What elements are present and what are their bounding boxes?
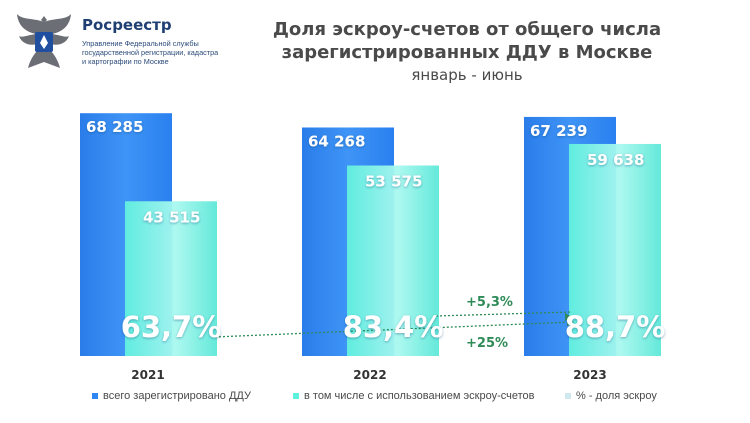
arrow-2021-2023 [214, 321, 573, 338]
label-escrow-2021: 43 515 [143, 208, 200, 226]
label-share-2022: 83,4% [343, 310, 444, 344]
x-tick-2022: 2022 [353, 368, 386, 382]
legend-swatch [92, 393, 98, 399]
rosreestr-emblem-icon [17, 14, 71, 68]
legend-item-2: в том числе с использованием эскроу-счет… [293, 388, 534, 404]
org-name: Росреестр [82, 16, 172, 34]
legend-label: всего зарегистрировано ДДУ [103, 390, 251, 402]
arrowhead-upper [565, 313, 572, 321]
annotation-plus-5-3: +5,3% [466, 295, 513, 310]
legend-item-3: % - доля эскроу [565, 388, 657, 404]
label-escrow-2022: 53 575 [365, 173, 422, 191]
bar-escrow-2022 [347, 165, 439, 356]
arrowhead-lower [567, 318, 574, 326]
label-total-2023: 67 239 [530, 122, 587, 140]
label-total-2022: 64 268 [308, 132, 365, 150]
legend-item-1: всего зарегистрировано ДДУ [92, 388, 251, 404]
bar-escrow-2023 [569, 143, 661, 356]
annotation-plus-25: +25% [466, 336, 508, 351]
arrow-2022-2023 [435, 311, 573, 317]
label-escrow-2023: 59 638 [587, 151, 644, 169]
bar-escrow-2021 [125, 201, 217, 356]
x-tick-2023: 2023 [573, 368, 606, 382]
x-tick-2021: 2021 [131, 368, 164, 382]
chart-subtitle: январь - июнь [411, 66, 523, 84]
label-share-2021: 63,7% [121, 310, 222, 344]
label-total-2021: 68 285 [86, 118, 143, 136]
legend-label: % - доля эскроу [576, 390, 657, 402]
legend-label: в том числе с использованием эскроу-счет… [304, 390, 535, 402]
legend-swatch [565, 393, 571, 399]
label-share-2023: 88,7% [565, 310, 666, 344]
legend-swatch [293, 393, 299, 399]
chart-title: Доля эскроу-счетов от общего числа зарег… [272, 19, 662, 63]
org-subtitle: Управление Федеральной службы государств… [82, 39, 219, 66]
